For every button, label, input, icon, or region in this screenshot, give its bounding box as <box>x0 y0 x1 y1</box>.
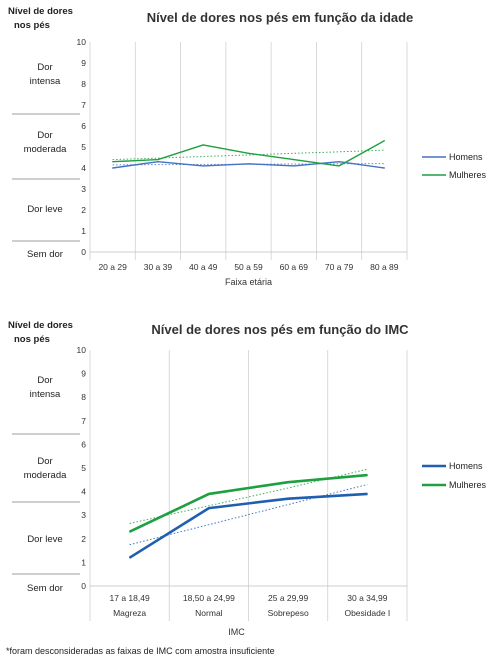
y-tick-label: 3 <box>81 184 86 194</box>
y-axis-label-line1: Nível de dores <box>8 6 73 17</box>
band-label-moderada-2: moderada <box>24 470 67 481</box>
y-tick-label: 4 <box>81 487 86 497</box>
y-axis-label-line2: nos pés <box>14 20 50 31</box>
data-point-homens <box>366 493 368 495</box>
y-tick-label: 1 <box>81 557 86 567</box>
trendline-homens <box>129 484 368 546</box>
y-tick-label: 4 <box>81 163 86 173</box>
y-tick-label: 1 <box>81 226 86 236</box>
y-tick-label: 6 <box>81 439 86 449</box>
data-point-homens <box>129 557 131 559</box>
y-tick-label: 3 <box>81 510 86 520</box>
chart-title: Nível de dores nos pés em função do IMC <box>151 322 409 337</box>
y-tick-label: 0 <box>81 247 86 257</box>
x-tick-label: 25 a 29,99 <box>268 593 308 603</box>
data-point-homens <box>112 167 114 169</box>
chart-title: Nível de dores nos pés em função da idad… <box>147 10 414 25</box>
y-tick-label: 8 <box>81 392 86 402</box>
footnote: *foram desconsideradas as faixas de IMC … <box>6 646 275 656</box>
x-group-label: Obesidade I <box>344 608 390 618</box>
legend-label-homens: Homens <box>449 461 483 471</box>
data-point-mulheres <box>112 161 114 163</box>
band-label-intensa-1: Dor <box>37 375 52 386</box>
x-tick-label: 30 a 39 <box>144 262 173 272</box>
band-label-intensa-1: Dor <box>37 62 52 73</box>
data-point-homens <box>157 161 159 163</box>
data-point-mulheres <box>293 159 295 161</box>
x-axis-title: Faixa etária <box>225 277 272 287</box>
data-point-mulheres <box>202 144 204 146</box>
trendline-mulheres <box>112 149 385 161</box>
y-tick-label: 9 <box>81 58 86 68</box>
x-group-label: Sobrepeso <box>268 608 309 618</box>
y-tick-label: 7 <box>81 100 86 110</box>
x-tick-label: 50 a 59 <box>234 262 263 272</box>
legend-label-mulheres: Mulheres <box>449 170 487 180</box>
data-point-mulheres <box>338 165 340 167</box>
chart-1: Nível de dores nos pés em função da idad… <box>8 6 487 287</box>
x-tick-label: 20 a 29 <box>98 262 127 272</box>
x-group-label: Magreza <box>113 608 146 618</box>
x-tick-label: 18,50 a 24,99 <box>183 593 235 603</box>
x-tick-label: 17 a 18,49 <box>110 593 150 603</box>
y-tick-label: 2 <box>81 534 86 544</box>
band-label-sem-dor: Sem dor <box>27 583 63 594</box>
y-tick-label: 8 <box>81 79 86 89</box>
data-point-mulheres <box>129 531 131 533</box>
legend-label-mulheres: Mulheres <box>449 480 487 490</box>
band-label-intensa-2: intensa <box>30 389 61 400</box>
data-point-mulheres <box>287 481 289 483</box>
data-point-homens <box>338 161 340 163</box>
band-label-sem-dor: Sem dor <box>27 249 63 260</box>
data-point-mulheres <box>157 159 159 161</box>
band-label-moderada-1: Dor <box>37 456 52 467</box>
chart-2: Nível de dores nos pés em função do IMC N… <box>8 320 487 637</box>
band-label-leve: Dor leve <box>27 204 62 215</box>
y-tick-label: 9 <box>81 369 86 379</box>
series-line-homens <box>128 492 368 559</box>
y-axis-label-line2: nos pés <box>14 334 50 345</box>
data-point-homens <box>208 507 210 509</box>
y-tick-label: 5 <box>81 463 86 473</box>
legend-label-homens: Homens <box>449 152 483 162</box>
y-tick-label: 7 <box>81 416 86 426</box>
data-point-mulheres <box>383 140 385 142</box>
y-tick-label: 2 <box>81 205 86 215</box>
data-point-homens <box>247 163 250 165</box>
y-tick-label: 10 <box>77 37 87 47</box>
y-tick-label: 5 <box>81 142 86 152</box>
x-axis-title: IMC <box>228 627 245 637</box>
data-point-mulheres <box>208 493 210 495</box>
band-label-moderada-1: Dor <box>37 130 52 141</box>
band-label-moderada-2: moderada <box>24 144 67 155</box>
x-tick-label: 60 a 69 <box>280 262 309 272</box>
x-tick-label: 30 a 34,99 <box>347 593 387 603</box>
data-point-homens <box>293 165 295 167</box>
x-tick-label: 40 a 49 <box>189 262 218 272</box>
x-group-label: Normal <box>195 608 223 618</box>
y-axis-label-line1: Nível de dores <box>8 320 73 331</box>
data-point-homens <box>202 165 204 167</box>
y-tick-label: 0 <box>81 581 86 591</box>
data-point-mulheres <box>247 152 250 154</box>
y-tick-label: 6 <box>81 121 86 131</box>
data-point-mulheres <box>366 474 368 476</box>
series-line-mulheres <box>129 473 368 533</box>
band-label-leve: Dor leve <box>27 534 62 545</box>
x-tick-label: 70 a 79 <box>325 262 354 272</box>
band-label-intensa-2: intensa <box>30 76 61 87</box>
data-point-homens <box>383 167 385 169</box>
y-tick-label: 10 <box>77 345 87 355</box>
data-point-homens <box>287 498 289 500</box>
x-tick-label: 80 a 89 <box>370 262 399 272</box>
